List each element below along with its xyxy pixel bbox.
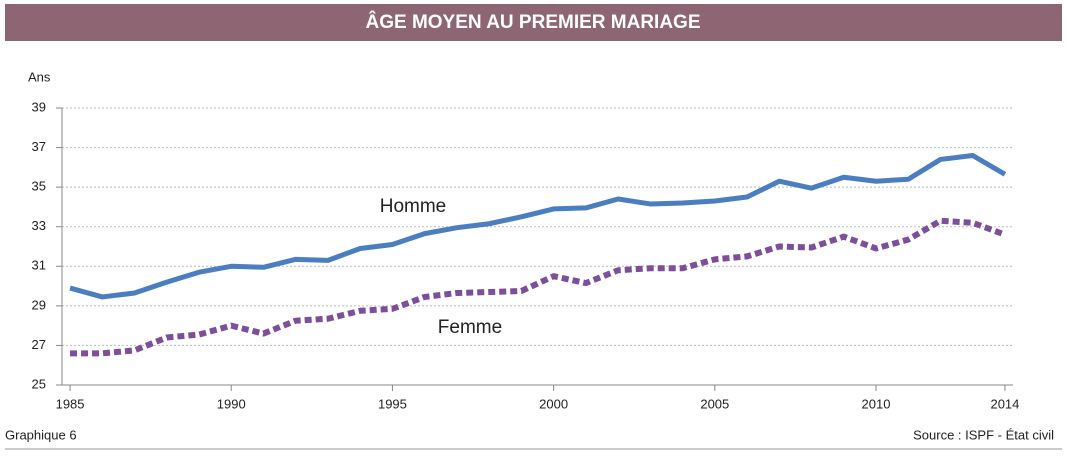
x-tick-label: 1990 [217, 396, 246, 411]
y-tick-label: 39 [32, 99, 46, 114]
y-tick-label: 29 [32, 297, 46, 312]
x-tick-label: 1995 [378, 396, 407, 411]
x-tick-label: 2010 [862, 396, 891, 411]
x-tick-label: 2000 [539, 396, 568, 411]
y-tick-label: 31 [32, 258, 46, 273]
x-tick-label: 2014 [990, 396, 1019, 411]
x-tick-label: 1985 [56, 396, 85, 411]
series-line [69, 152, 1007, 300]
series-label: Homme [380, 196, 447, 217]
series-line [70, 217, 1006, 357]
y-tick-label: 37 [32, 139, 46, 154]
title-bar [5, 4, 1062, 41]
y-axis-label: Ans [28, 69, 51, 84]
x-tick-label: 2005 [700, 396, 729, 411]
chart-title: ÂGE MOYEN AU PREMIER MARIAGE [366, 11, 701, 33]
figure-label: Graphique 6 [5, 427, 77, 442]
series-label: Femme [438, 317, 502, 338]
y-tick-label: 33 [32, 218, 46, 233]
y-tick-label: 25 [32, 376, 46, 391]
source: Source : ISPF - État civil [913, 427, 1054, 442]
y-tick-label: 27 [32, 337, 46, 352]
y-tick-label: 35 [32, 179, 46, 194]
